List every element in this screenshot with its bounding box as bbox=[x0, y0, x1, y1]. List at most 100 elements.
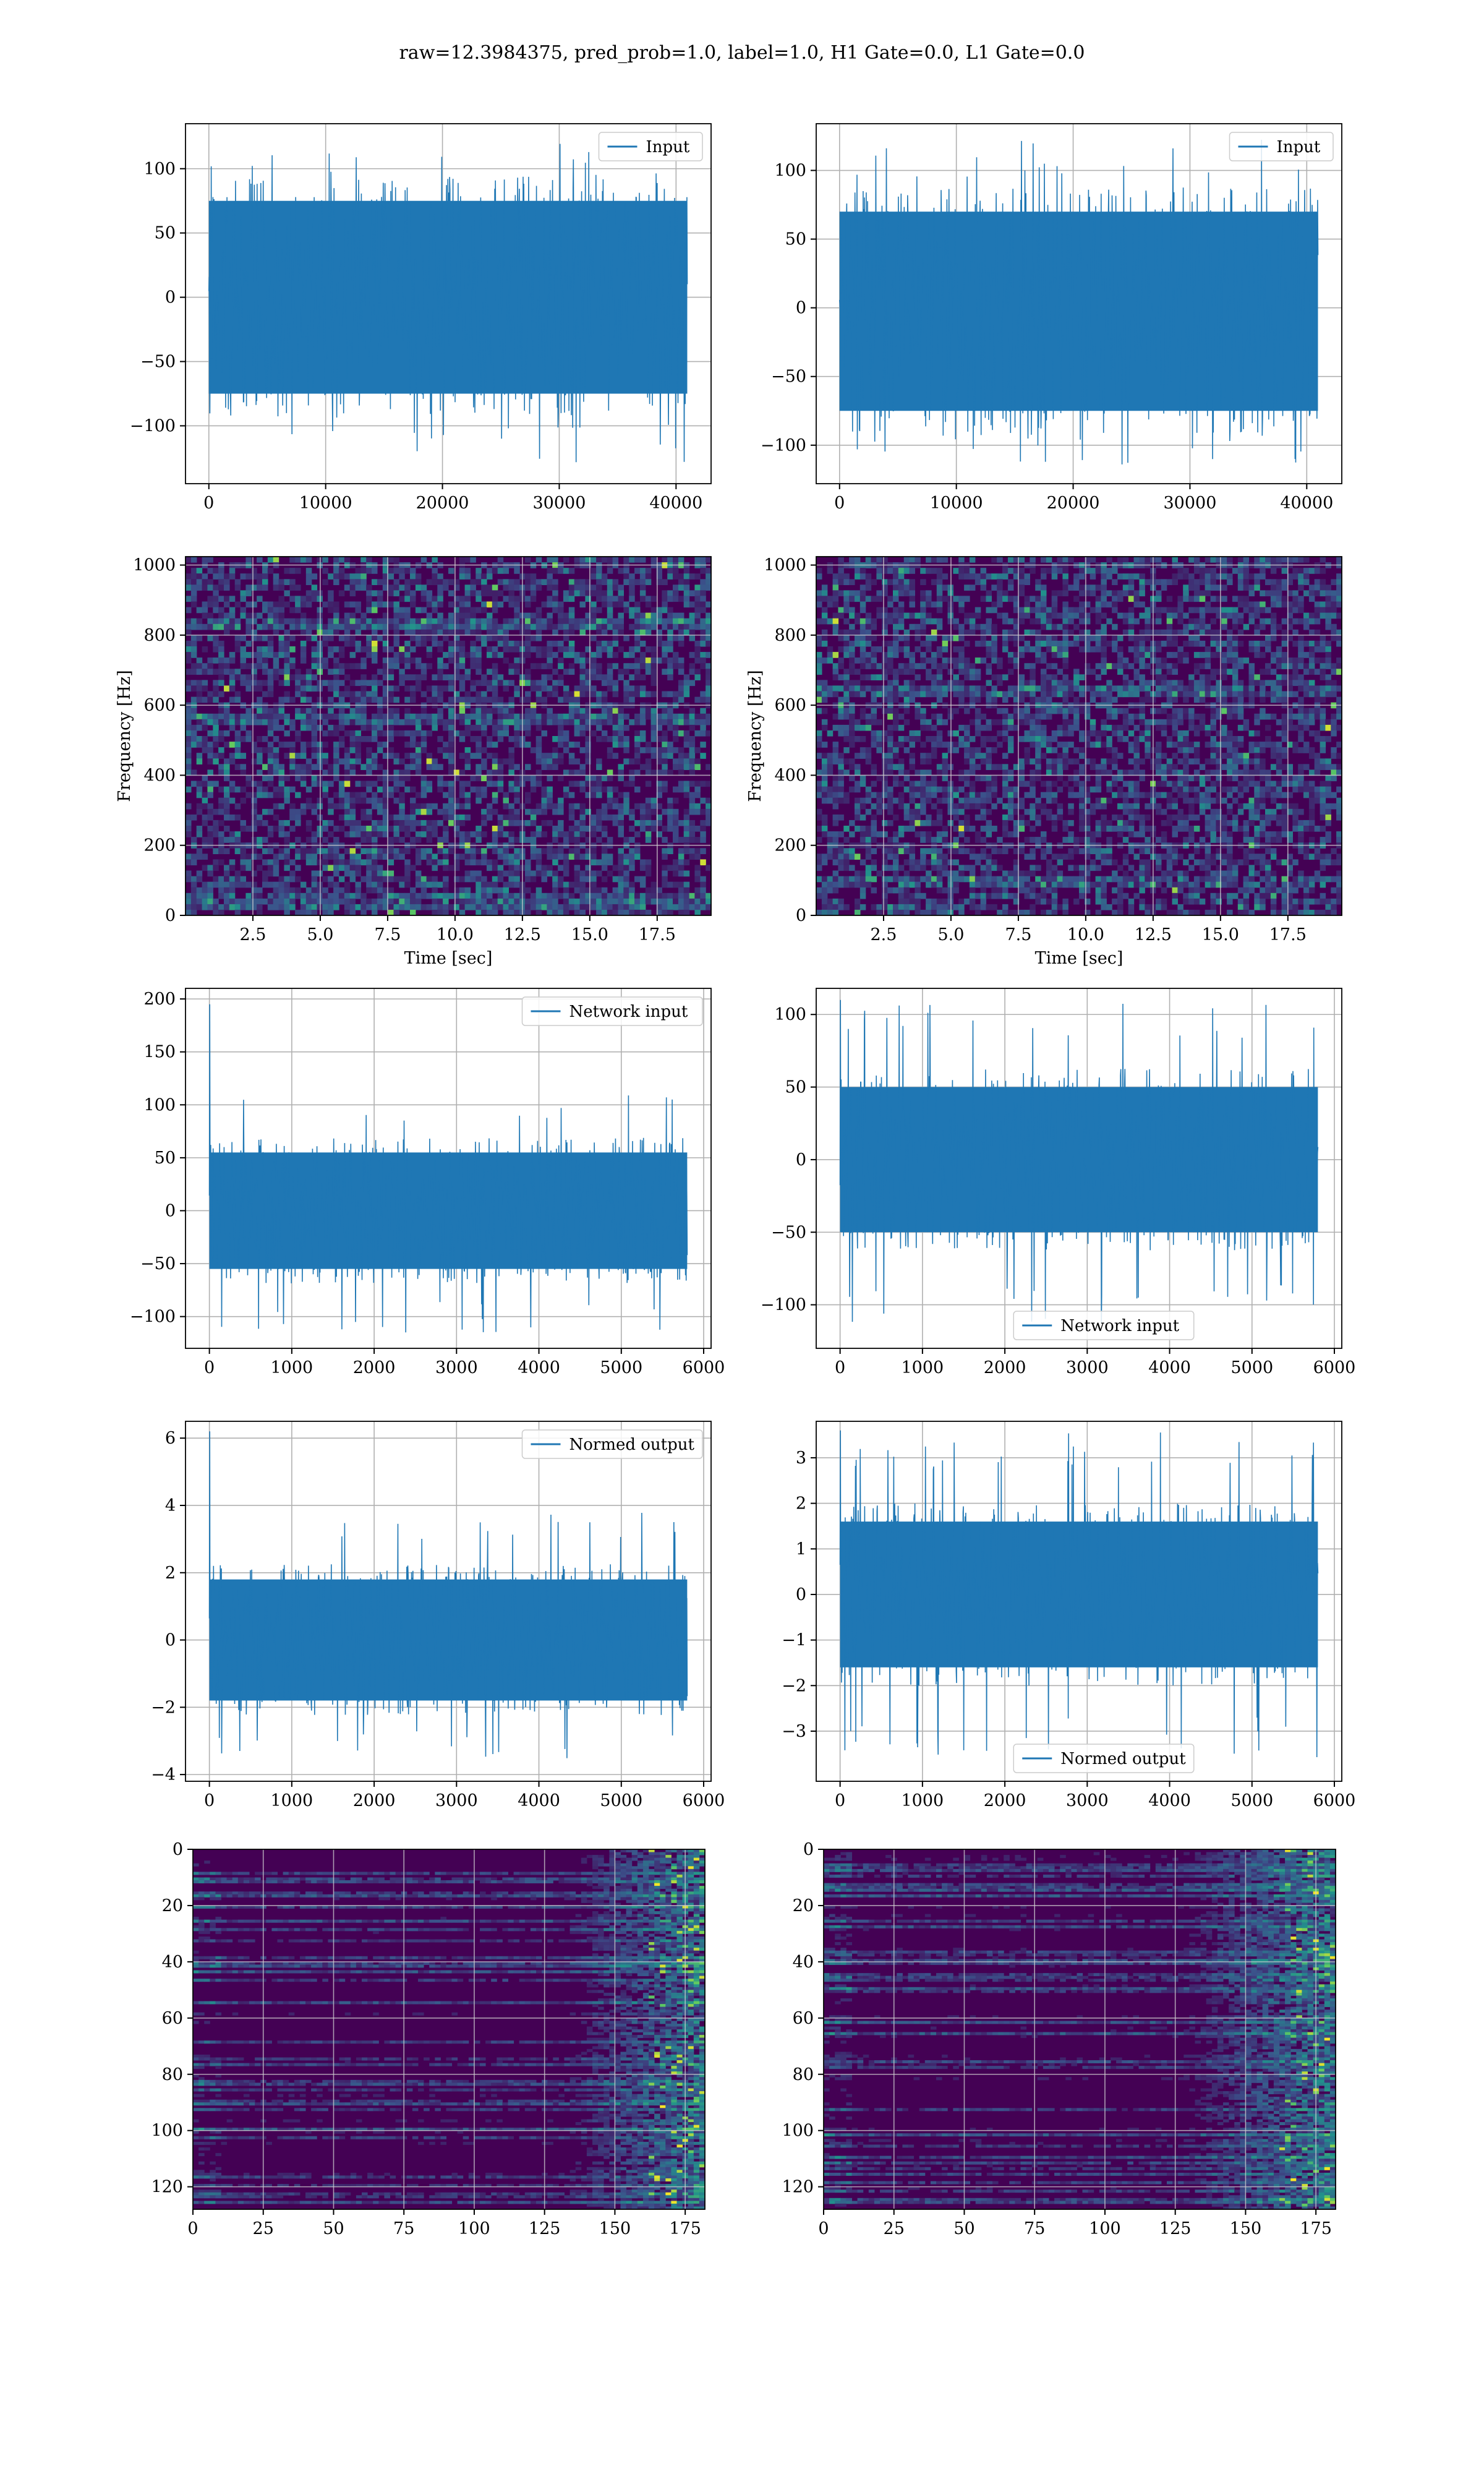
spectrogram-cell bbox=[683, 909, 690, 916]
spectrogram-cell bbox=[1166, 579, 1173, 585]
spectrogram-cell bbox=[372, 680, 378, 687]
spectrogram-cell bbox=[338, 663, 345, 669]
spectrogram-cell bbox=[355, 696, 361, 703]
spectrogram-cell bbox=[481, 747, 487, 753]
spectrogram-cell bbox=[464, 764, 471, 770]
spectrogram-cell bbox=[464, 584, 471, 591]
spectrogram-cell bbox=[1303, 568, 1310, 574]
spectrogram-cell bbox=[273, 747, 279, 753]
spectrogram-cell bbox=[355, 781, 361, 787]
spectrogram-cell bbox=[464, 753, 471, 759]
spectrogram-cell bbox=[305, 887, 312, 894]
spectrogram-cell bbox=[558, 808, 564, 815]
spectrogram-cell bbox=[289, 769, 296, 776]
spectrogram-cell bbox=[404, 764, 411, 770]
spectrogram-cell bbox=[388, 848, 394, 854]
spectrogram-cell bbox=[1199, 618, 1206, 625]
spectrogram-cell bbox=[623, 876, 629, 883]
spectrogram-cell bbox=[240, 736, 246, 742]
spectrogram-cell bbox=[585, 753, 591, 759]
spectrogram-cell bbox=[678, 629, 684, 636]
spectrogram-cell bbox=[980, 568, 987, 574]
spectrogram-cell bbox=[865, 573, 872, 580]
spectrogram-cell bbox=[273, 865, 279, 871]
spectrogram-cell bbox=[920, 657, 926, 664]
spectrogram-cell bbox=[530, 685, 537, 692]
spectrogram-cell bbox=[213, 685, 219, 692]
spectrogram-cell bbox=[229, 904, 236, 910]
spectrogram-cell bbox=[470, 892, 476, 899]
spectrogram-cell bbox=[1079, 629, 1085, 636]
spectrogram-cell bbox=[596, 904, 602, 910]
spectrogram-cell bbox=[443, 753, 449, 759]
spectrogram-cell bbox=[1320, 612, 1326, 619]
spectrogram-cell bbox=[650, 747, 657, 753]
spectrogram-cell bbox=[591, 786, 597, 793]
spectrogram-cell bbox=[694, 590, 701, 597]
legend-box bbox=[598, 132, 703, 161]
spectrogram-cell bbox=[903, 579, 910, 585]
spectrogram-cell bbox=[300, 685, 307, 692]
spectrogram-cell bbox=[855, 629, 861, 636]
spectrogram-cell bbox=[618, 814, 624, 821]
y-tick-label: 0 bbox=[165, 906, 176, 925]
spectrogram-cell bbox=[382, 769, 389, 776]
spectrogram-cell bbox=[1128, 635, 1135, 641]
spectrogram-cell bbox=[673, 696, 679, 703]
spectrogram-cell bbox=[601, 904, 608, 910]
spectrogram-cell bbox=[355, 640, 361, 647]
spectrogram-cell bbox=[257, 708, 263, 714]
spectrogram-cell bbox=[706, 781, 712, 787]
spectrogram-cell bbox=[1101, 596, 1107, 602]
spectrogram-cell bbox=[694, 584, 701, 591]
spectrogram-cell bbox=[366, 753, 372, 759]
spectrogram-cell bbox=[667, 623, 673, 630]
spectrogram-cell bbox=[893, 629, 899, 636]
spectrogram-cell bbox=[273, 557, 279, 563]
spectrogram-cell bbox=[453, 657, 460, 664]
spectrogram-cell bbox=[953, 618, 959, 625]
spectrogram-cell bbox=[1193, 596, 1200, 602]
spectrogram-cell bbox=[492, 691, 498, 698]
spectrogram-cell bbox=[623, 781, 629, 787]
spectrogram-cell bbox=[667, 881, 673, 888]
spectrogram-cell bbox=[1013, 607, 1020, 614]
spectrogram-cell bbox=[898, 584, 905, 591]
spectrogram-cell bbox=[1298, 573, 1304, 580]
spectrogram-cell bbox=[1298, 601, 1304, 608]
spectrogram-cell bbox=[503, 640, 509, 647]
spectrogram-cell bbox=[186, 758, 192, 764]
spectrogram-cell bbox=[601, 640, 608, 647]
spectrogram-cell bbox=[849, 657, 855, 664]
spectrogram-cell bbox=[202, 584, 208, 591]
spectrogram-cell bbox=[333, 742, 339, 748]
spectrogram-cell bbox=[969, 557, 976, 563]
spectrogram-cell bbox=[262, 568, 268, 574]
spectrogram-cell bbox=[1073, 635, 1080, 641]
spectrogram-cell bbox=[470, 898, 476, 905]
spectrogram-cell bbox=[607, 854, 613, 860]
spectrogram-cell bbox=[503, 892, 509, 899]
spectrogram-cell bbox=[547, 758, 553, 764]
spectrogram-cell bbox=[399, 652, 405, 658]
spectrogram-cell bbox=[634, 747, 641, 753]
spectrogram-cell bbox=[459, 730, 466, 737]
spectrogram-cell bbox=[257, 557, 263, 563]
spectrogram-cell bbox=[508, 669, 514, 675]
spectrogram-cell bbox=[673, 584, 679, 591]
spectrogram-cell bbox=[1095, 612, 1102, 619]
spectrogram-cell bbox=[349, 573, 356, 580]
spectrogram-cell bbox=[1298, 557, 1304, 563]
spectrogram-cell bbox=[596, 736, 602, 742]
spectrogram-cell bbox=[377, 803, 383, 810]
spectrogram-cell bbox=[1030, 607, 1036, 614]
spectrogram-cell bbox=[535, 579, 542, 585]
spectrogram-cell bbox=[662, 786, 668, 793]
spectrogram-cell bbox=[1221, 568, 1227, 574]
spectrogram-cell bbox=[437, 691, 443, 698]
spectrogram-cell bbox=[816, 652, 822, 658]
spectrogram-cell bbox=[552, 680, 558, 687]
spectrogram-cell bbox=[190, 579, 197, 585]
spectrogram-cell bbox=[591, 663, 597, 669]
spectrogram-cell bbox=[322, 792, 328, 798]
